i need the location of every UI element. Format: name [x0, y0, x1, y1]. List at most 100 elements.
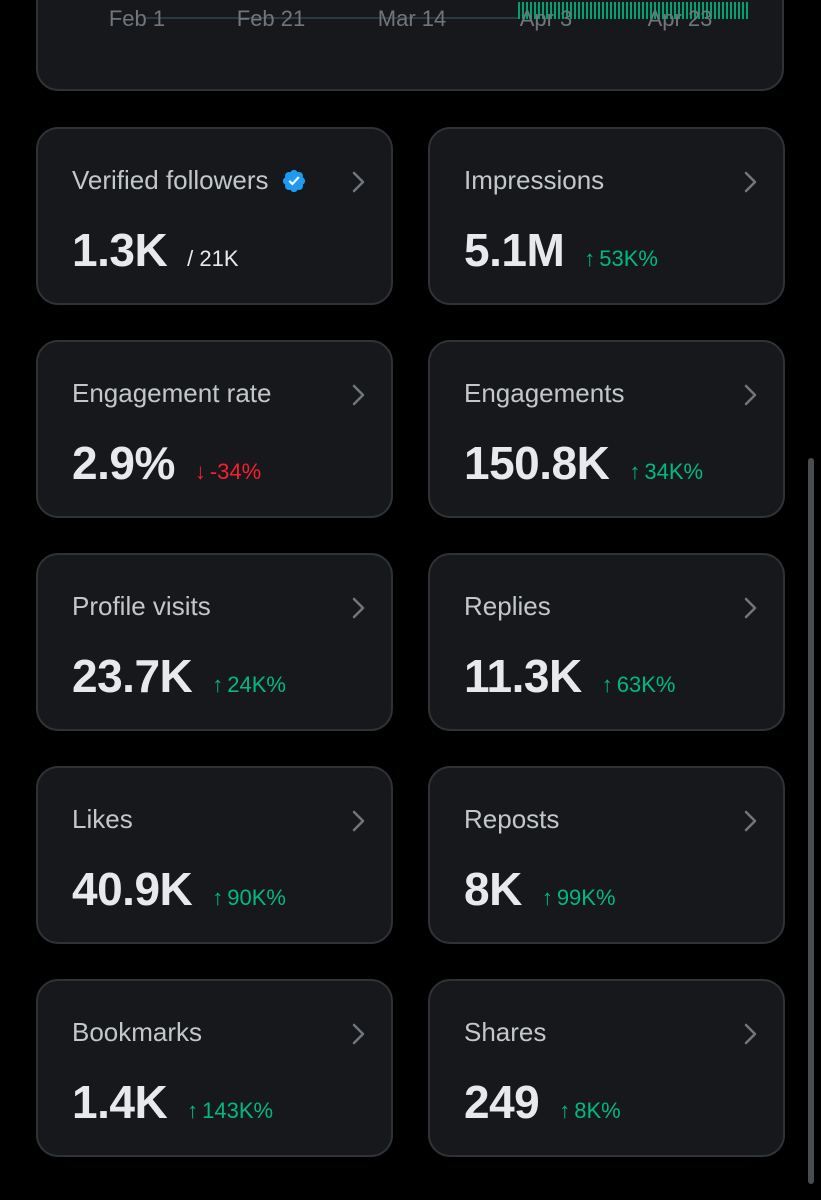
- chart-bar: [702, 2, 704, 19]
- arrow-up-icon: ↑: [559, 1098, 571, 1123]
- chart-bar: [734, 2, 736, 19]
- chevron-right-icon: [352, 597, 365, 619]
- chart-bar: [718, 2, 720, 19]
- scrollbar[interactable]: [808, 458, 814, 1184]
- metric-title: Profile visits: [72, 591, 211, 622]
- metric-card-replies[interactable]: Replies 11.3K ↑ 63K%: [428, 553, 785, 731]
- chart-bar: [602, 2, 604, 19]
- chart-bar: [526, 2, 528, 19]
- chart-bar: [538, 2, 540, 19]
- chart-bar: [646, 2, 648, 19]
- chart-bar: [614, 2, 616, 19]
- chevron-right-icon: [352, 1023, 365, 1045]
- metric-card-impressions[interactable]: Impressions 5.1M ↑ 53K%: [428, 127, 785, 305]
- chart-bar: [726, 2, 728, 19]
- chart-bar: [630, 2, 632, 19]
- metric-card-likes[interactable]: Likes 40.9K ↑ 90K%: [36, 766, 393, 944]
- metric-title: Engagements: [464, 378, 624, 409]
- chart-bar: [682, 2, 684, 19]
- chart-bar: [566, 2, 568, 19]
- metric-delta: ↑ 143K%: [187, 1098, 274, 1123]
- metric-label: Shares: [464, 1017, 547, 1047]
- chart-bar: [686, 2, 688, 19]
- metric-title: Likes: [72, 804, 133, 835]
- chart-bar: [518, 2, 520, 19]
- chevron-right-icon: [352, 384, 365, 406]
- metric-value: 150.8K: [464, 437, 610, 489]
- metric-label: Profile visits: [72, 591, 211, 621]
- arrow-up-icon: ↑: [212, 672, 224, 697]
- metric-card-engagements[interactable]: Engagements 150.8K ↑ 34K%: [428, 340, 785, 518]
- x-tick-label: Mar 14: [377, 6, 447, 31]
- chart-bar: [678, 2, 680, 19]
- metric-card-verified-followers[interactable]: Verified followers 1.3K / 21K: [36, 127, 393, 305]
- chart-bar: [562, 2, 564, 19]
- chart-bar: [554, 2, 556, 19]
- chart-bar: [594, 2, 596, 19]
- chart-card: Feb 1 Feb 21 Mar 14 Apr 3 Apr 23: [36, 0, 784, 91]
- metric-delta: ↑ 99K%: [541, 885, 616, 910]
- chart-bar: [650, 2, 652, 19]
- chart-bar: [574, 2, 576, 19]
- chart-bar: [658, 2, 660, 19]
- metric-delta: ↑ 53K%: [584, 246, 658, 271]
- verified-badge-icon: [282, 169, 305, 192]
- chart-bar: [634, 2, 636, 19]
- metric-title: Replies: [464, 591, 551, 622]
- metric-card-bookmarks[interactable]: Bookmarks 1.4K ↑ 143K%: [36, 979, 393, 1157]
- chart-bar: [622, 2, 624, 19]
- chart-bar: [606, 2, 608, 19]
- metric-delta: ↑ 8K%: [559, 1098, 621, 1123]
- metric-title: Verified followers: [72, 165, 307, 196]
- chart-bar: [522, 2, 524, 19]
- chart-bar: [626, 2, 628, 19]
- chart-bar: [590, 2, 592, 19]
- metric-value: 40.9K: [72, 863, 193, 915]
- chart-bar: [558, 2, 560, 19]
- chevron-right-icon: [744, 1023, 757, 1045]
- chart-bars: [146, 2, 748, 19]
- chart-bar: [610, 2, 612, 19]
- chart-bar: [642, 2, 644, 19]
- chart-bar: [586, 2, 588, 19]
- metric-title: Engagement rate: [72, 378, 271, 409]
- metric-delta: ↑ 34K%: [629, 459, 704, 484]
- arrow-up-icon: ↑: [541, 885, 553, 910]
- chevron-right-icon: [744, 810, 757, 832]
- chevron-right-icon: [744, 171, 757, 193]
- chart-bar: [618, 2, 620, 19]
- metric-card-profile-visits[interactable]: Profile visits 23.7K ↑ 24K%: [36, 553, 393, 731]
- chart-bar: [570, 2, 572, 19]
- metric-card-engagement-rate[interactable]: Engagement rate 2.9% ↓ -34%: [36, 340, 393, 518]
- arrow-up-icon: ↑: [187, 1098, 199, 1123]
- metric-value: 1.3K: [72, 224, 168, 276]
- chart-bar: [742, 2, 744, 19]
- metric-card-shares[interactable]: Shares 249 ↑ 8K%: [428, 979, 785, 1157]
- chart-bar: [714, 2, 716, 19]
- metric-label: Likes: [72, 804, 133, 834]
- chart-bar: [654, 2, 656, 19]
- arrow-up-icon: ↑: [629, 459, 641, 484]
- chart-bar: [578, 2, 580, 19]
- x-tick-label: Feb 21: [236, 6, 306, 31]
- metric-title: Bookmarks: [72, 1017, 202, 1048]
- chevron-right-icon: [352, 810, 365, 832]
- metric-delta: ↓ -34%: [194, 459, 262, 484]
- metric-label: Bookmarks: [72, 1017, 203, 1047]
- chart-bar: [674, 2, 676, 19]
- metric-label: Engagement rate: [72, 378, 272, 408]
- metric-delta: ↑ 24K%: [212, 672, 286, 697]
- chart-bar: [666, 2, 668, 19]
- metric-value: 8K: [464, 863, 522, 915]
- metric-value: 11.3K: [464, 650, 582, 702]
- arrow-down-icon: ↓: [194, 459, 206, 484]
- x-tick-label: Feb 1: [108, 6, 166, 31]
- chart-bar: [706, 2, 708, 19]
- chart-bar: [598, 2, 600, 19]
- chart-bar: [582, 2, 584, 19]
- chart-bar: [690, 2, 692, 19]
- metric-card-reposts[interactable]: Reposts 8K ↑ 99K%: [428, 766, 785, 944]
- metric-value: 5.1M: [464, 224, 565, 276]
- chart-bar: [638, 2, 640, 19]
- chart-bar: [722, 2, 724, 19]
